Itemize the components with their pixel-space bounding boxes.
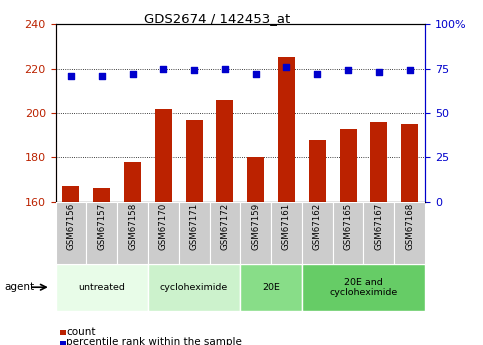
Point [128, 71, 136, 77]
Text: GSM67161: GSM67161 [282, 203, 291, 250]
Bar [185, 120, 202, 202]
Text: GDS2674 / 142453_at: GDS2674 / 142453_at [144, 12, 290, 25]
Text: GSM67168: GSM67168 [405, 203, 414, 250]
Bar [155, 109, 172, 202]
Bar [62, 186, 79, 202]
Bar [124, 162, 141, 202]
Text: percentile rank within the sample: percentile rank within the sample [67, 337, 242, 345]
Bar [302, 264, 425, 310]
Point [283, 64, 290, 70]
Point [98, 73, 106, 78]
Point [159, 66, 167, 71]
Point [406, 68, 413, 73]
Text: GSM67156: GSM67156 [67, 203, 75, 250]
Text: cycloheximide: cycloheximide [160, 283, 228, 292]
Text: GSM67162: GSM67162 [313, 203, 322, 250]
Point [221, 66, 229, 71]
Bar [179, 202, 210, 264]
Point [313, 71, 321, 77]
Bar [93, 188, 110, 202]
Bar [401, 124, 418, 202]
Text: GSM67170: GSM67170 [159, 203, 168, 250]
Point [375, 69, 383, 75]
Text: GSM67159: GSM67159 [251, 203, 260, 250]
Text: GSM67167: GSM67167 [374, 203, 384, 250]
Text: GSM67158: GSM67158 [128, 203, 137, 250]
Bar [216, 100, 233, 202]
Bar [148, 202, 179, 264]
Bar [86, 202, 117, 264]
Text: count: count [67, 327, 96, 337]
Bar [364, 202, 394, 264]
Text: 20E: 20E [262, 283, 280, 292]
Text: agent: agent [5, 282, 35, 292]
Point [252, 71, 259, 77]
Text: GSM67172: GSM67172 [220, 203, 229, 250]
Text: GSM67165: GSM67165 [343, 203, 353, 250]
Bar [302, 202, 333, 264]
Bar [278, 58, 295, 202]
Text: GSM67171: GSM67171 [190, 203, 199, 250]
Point [190, 68, 198, 73]
Bar [240, 202, 271, 264]
Bar [210, 202, 240, 264]
Bar [370, 122, 387, 202]
Bar [117, 202, 148, 264]
Bar [271, 202, 302, 264]
Text: untreated: untreated [78, 283, 125, 292]
Bar [56, 264, 148, 310]
Bar [148, 264, 241, 310]
Bar [309, 140, 326, 202]
Bar [394, 202, 425, 264]
Text: GSM67157: GSM67157 [97, 203, 106, 250]
Bar [240, 264, 302, 310]
Point [67, 73, 75, 78]
Bar [247, 157, 264, 202]
Bar [333, 202, 364, 264]
Point [344, 68, 352, 73]
Text: 20E and
cycloheximide: 20E and cycloheximide [329, 277, 398, 297]
Bar [56, 202, 86, 264]
Bar [340, 129, 356, 202]
